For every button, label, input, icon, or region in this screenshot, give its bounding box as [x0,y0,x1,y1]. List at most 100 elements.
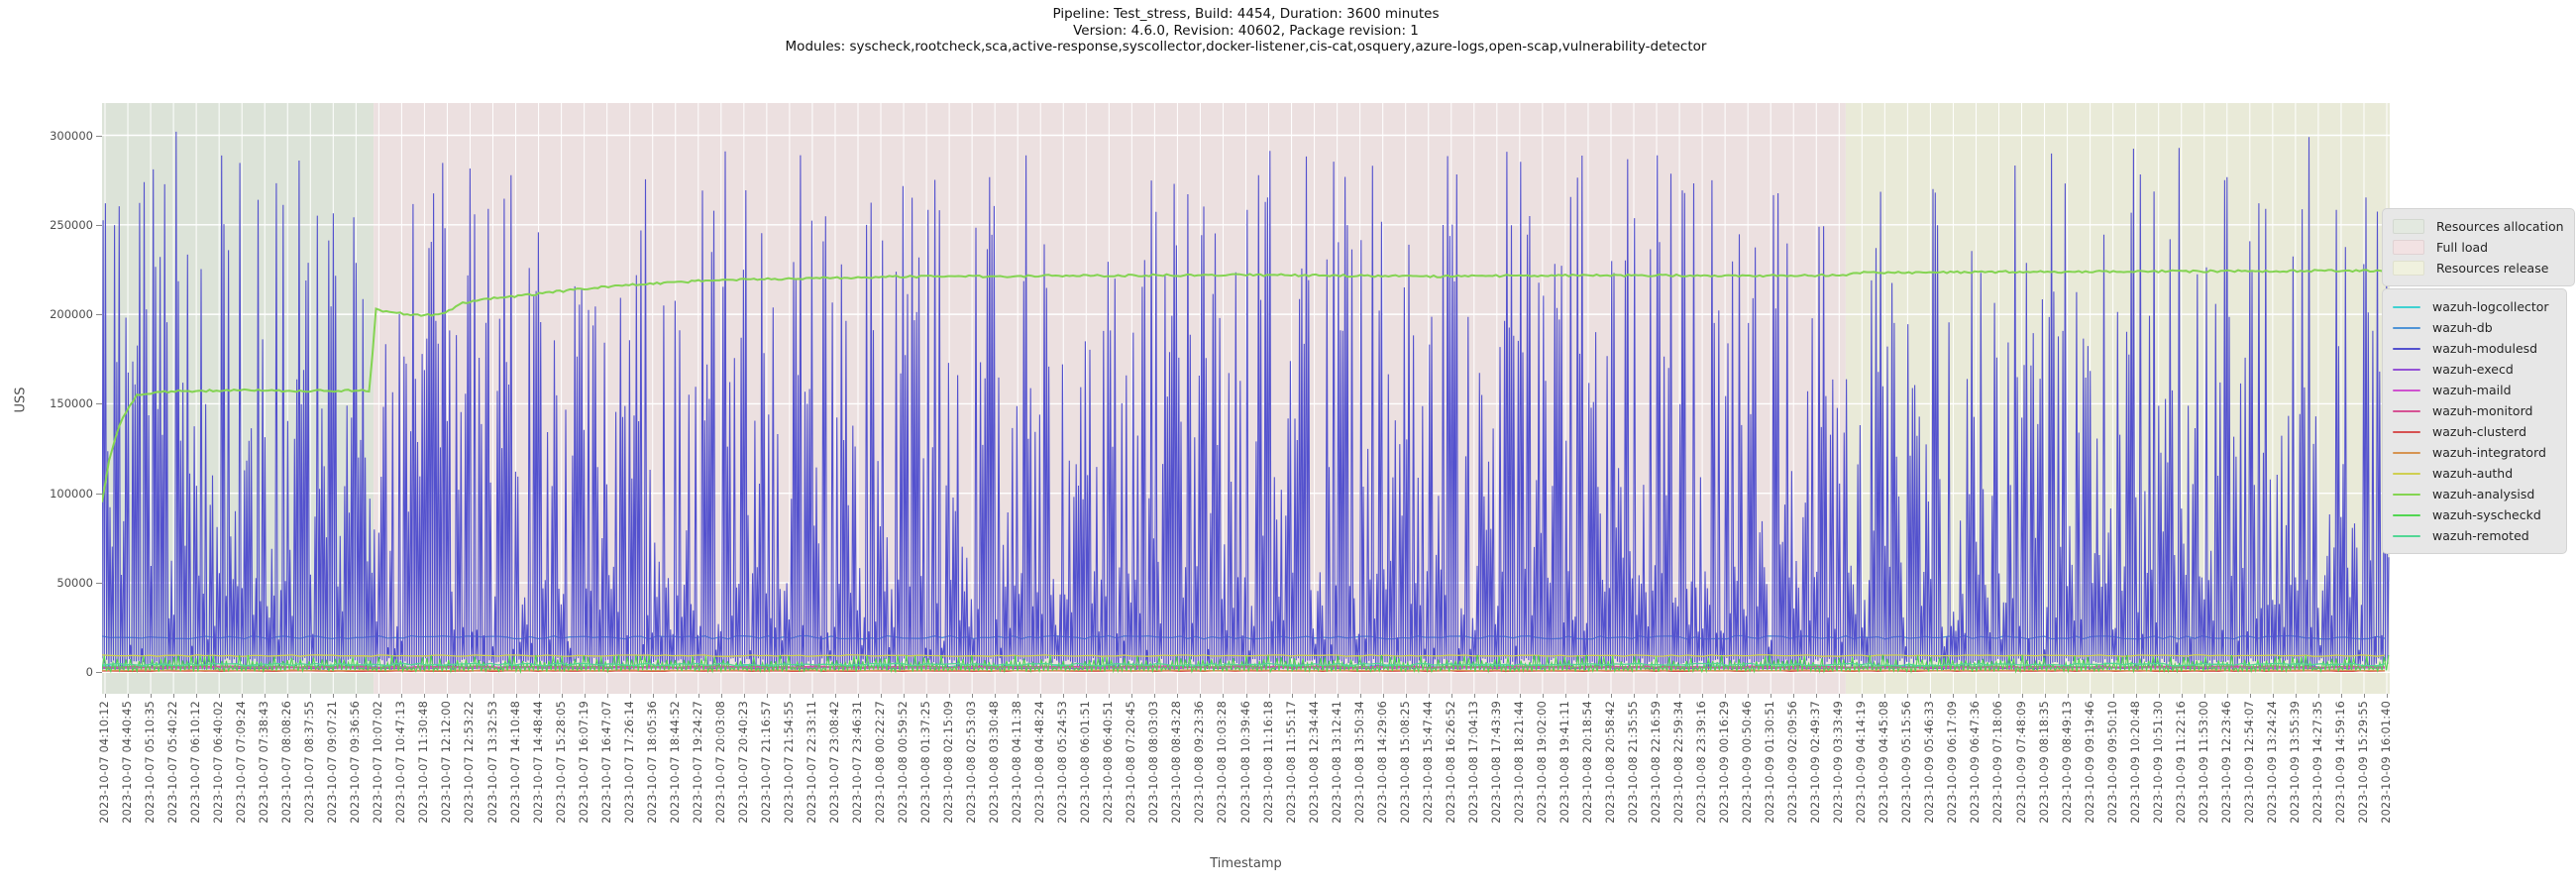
x-tick-mark [1223,694,1225,698]
x-tick-label: 2023-10-08 17:43:39 [1489,701,1503,824]
x-tick-mark [1382,694,1384,698]
x-tick-mark [584,694,586,698]
x-tick-label: 2023-10-07 23:08:42 [827,701,841,824]
x-tick-label: 2023-10-09 03:33:49 [1832,701,1846,824]
x-tick-label: 2023-10-09 02:09:56 [1786,701,1800,824]
x-tick-label: 2023-10-07 12:53:22 [463,701,477,824]
x-tick-label: 2023-10-08 06:01:51 [1079,701,1093,824]
x-tick-label: 2023-10-07 15:28:05 [554,701,568,824]
series-polyline-wazuh-remoted [101,662,2386,667]
phase-legend-label: Resources release [2436,261,2549,276]
series-legend-item: wazuh-monitord [2393,400,2556,421]
phase-legend: Resources allocation Full load Resources r… [2382,208,2575,286]
x-tick-label: 2023-10-08 20:58:42 [1603,701,1617,824]
series-legend-line [2393,368,2420,371]
x-tick-label: 2023-10-08 11:16:18 [1261,701,1275,824]
x-tick-mark [356,694,358,698]
series-legend-label: wazuh-integratord [2432,445,2546,460]
x-tick-label: 2023-10-07 23:46:31 [850,701,864,824]
x-tick-label: 2023-10-07 06:40:02 [212,701,226,824]
x-tick-mark [904,694,906,698]
x-tick-mark [310,694,312,698]
series-legend-line [2393,347,2420,350]
x-tick-label: 2023-10-08 21:35:55 [1627,701,1640,824]
x-tick-label: 2023-10-09 11:53:00 [2197,701,2210,824]
x-tick-mark [1976,694,1978,698]
x-tick-mark [652,694,654,698]
x-tick-label: 2023-10-09 10:20:48 [2128,701,2142,824]
x-tick-mark [470,694,472,698]
series-legend-item: wazuh-authd [2393,463,2556,484]
x-tick-mark [811,694,813,698]
x-tick-mark [128,694,130,698]
x-tick-mark [287,694,289,698]
x-tick-mark [105,694,106,698]
x-tick-label: 2023-10-07 16:07:19 [577,701,590,824]
x-tick-label: 2023-10-09 10:51:30 [2151,701,2165,824]
x-tick-label: 2023-10-09 01:30:51 [1764,701,1777,824]
series-legend-label: wazuh-maild [2432,383,2512,397]
phase-swatch [2393,261,2424,276]
series-legend-label: wazuh-analysisd [2432,487,2535,502]
y-tick-label: 150000 [50,396,93,411]
x-tick-label: 2023-10-08 14:29:06 [1375,701,1389,824]
x-tick-mark [1519,694,1521,698]
x-tick-mark [242,694,244,698]
x-tick-mark [2363,694,2365,698]
title-line-3: Modules: syscheck,rootcheck,sca,active-r… [785,39,1707,55]
x-tick-label: 2023-10-08 10:03:28 [1216,701,1230,824]
x-tick-mark [606,694,608,698]
x-tick-mark [2317,694,2319,698]
x-tick-mark [151,694,153,698]
series-legend-line [2393,326,2420,329]
x-tick-label: 2023-10-09 06:47:36 [1969,701,1983,824]
series-legend-label: wazuh-execd [2432,362,2514,377]
x-tick-label: 2023-10-08 07:20:45 [1125,701,1138,824]
x-tick-mark [720,694,722,698]
x-tick-label: 2023-10-09 13:24:24 [2265,701,2279,824]
x-tick-mark [1953,694,1955,698]
x-tick-label: 2023-10-08 18:21:44 [1512,701,1526,824]
x-tick-mark [1862,694,1864,698]
x-tick-mark [2158,694,2160,698]
series-legend-line [2393,534,2420,537]
x-tick-mark [1542,694,1544,698]
x-tick-mark [1496,694,1498,698]
x-tick-mark [447,694,449,698]
x-tick-label: 2023-10-09 00:16:29 [1718,701,1732,824]
x-tick-label: 2023-10-07 16:47:07 [599,701,613,824]
x-tick-mark [1748,694,1750,698]
x-tick-mark [1086,694,1088,698]
x-tick-mark [949,694,951,698]
x-tick-mark [561,694,563,698]
x-tick-label: 2023-10-09 12:54:07 [2242,701,2256,824]
x-tick-mark [196,694,198,698]
series-polyline-wazuh-syscheckd [101,654,2390,674]
x-tick-mark [401,694,403,698]
x-tick-label: 2023-10-08 00:22:27 [874,701,888,824]
x-tick-label: 2023-10-08 01:37:25 [919,701,933,824]
x-tick-label: 2023-10-07 07:38:43 [258,701,271,824]
x-tick-mark [1564,694,1566,698]
x-tick-mark [1450,694,1452,698]
x-tick-mark [698,694,699,698]
x-tick-label: 2023-10-07 09:36:56 [349,701,363,824]
x-tick-label: 2023-10-07 13:32:53 [485,701,499,824]
series-polyline-wazuh-authd [101,654,2386,657]
series-legend-line [2393,451,2420,454]
x-tick-label: 2023-10-07 18:05:36 [645,701,659,824]
series-legend-label: wazuh-logcollector [2432,299,2549,314]
x-tick-label: 2023-10-09 00:50:46 [1741,701,1755,824]
series-legend-item: wazuh-maild [2393,380,2556,400]
x-tick-mark [743,694,745,698]
phase-legend-item: Full load [2393,237,2564,258]
series-legend-label: wazuh-monitord [2432,403,2533,418]
x-tick-mark [265,694,267,698]
y-tick-mark [96,135,102,137]
x-tick-label: 2023-10-08 04:11:38 [1011,701,1024,824]
x-tick-label: 2023-10-07 08:08:26 [280,701,294,824]
phase-legend-item: Resources release [2393,258,2564,279]
x-tick-mark [2021,694,2023,698]
x-tick-mark [1063,694,1065,698]
x-tick-mark [1268,694,1270,698]
